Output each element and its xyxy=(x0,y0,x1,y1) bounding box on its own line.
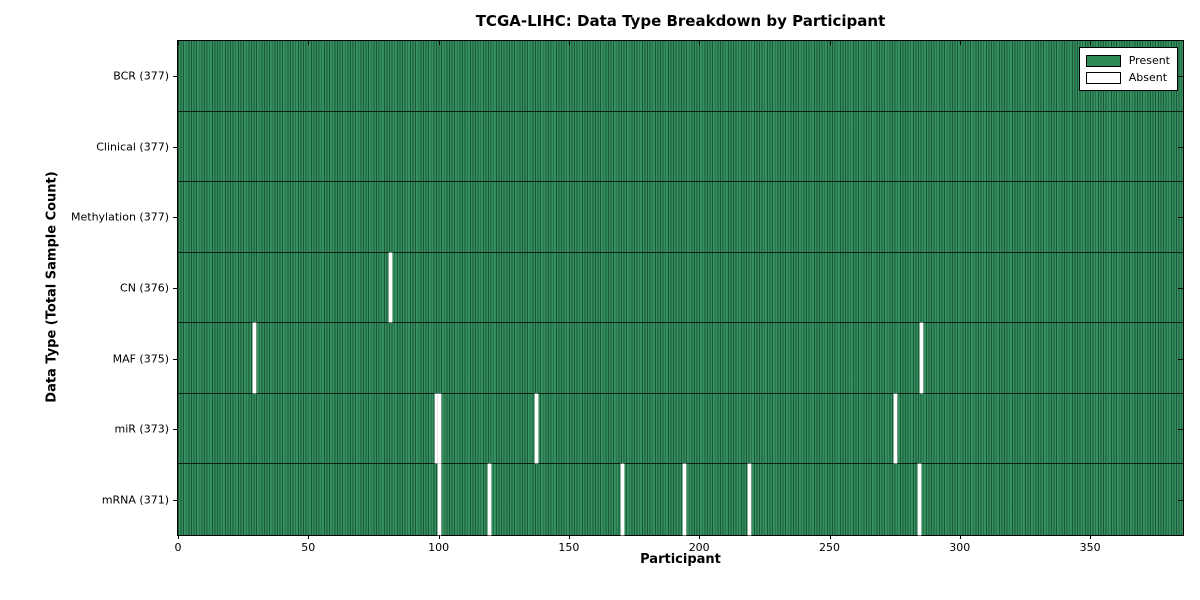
x-tick-label-250: 250 xyxy=(819,541,840,554)
absent-gap-mRNA-100 xyxy=(438,464,442,535)
x-tick-label-350: 350 xyxy=(1079,541,1101,554)
x-tick-top xyxy=(438,41,440,45)
y-tick-left xyxy=(173,146,178,148)
legend-present-label: Present xyxy=(1128,54,1170,67)
y-tick-label-CN: CN (376) xyxy=(120,281,169,295)
y-tick-left xyxy=(173,76,178,78)
x-tick-label-150: 150 xyxy=(558,541,580,554)
plot-area: Present Absent BCR (377) Clinical (377) Me… xyxy=(71,40,1184,554)
x-tick-bottom xyxy=(959,535,961,539)
absent-gap-mRNA-119 xyxy=(487,464,491,535)
absent-gap-miR-99 xyxy=(435,393,439,464)
x-tick-bottom xyxy=(699,535,701,539)
row-CN xyxy=(178,252,1183,324)
legend-absent-swatch xyxy=(1085,71,1121,84)
x-tick-bottom xyxy=(568,535,570,539)
x-tick-top xyxy=(1090,41,1092,45)
x-tick-top xyxy=(568,41,570,45)
row-BCR xyxy=(178,41,1183,112)
row-mRNA xyxy=(178,464,1183,535)
absent-gap-miR-100 xyxy=(438,393,442,464)
legend-entry-absent: Absent xyxy=(1085,69,1170,86)
absent-gap-miR-275 xyxy=(894,393,898,464)
x-tick-bottom xyxy=(829,535,831,539)
y-tick-label-mRNA: mRNA (371) xyxy=(101,493,169,507)
absent-gap-CN-81 xyxy=(388,252,392,323)
y-tick-right xyxy=(1178,429,1183,431)
x-tick-top xyxy=(829,41,831,45)
y-tick-left xyxy=(173,429,178,431)
row-miR xyxy=(178,393,1183,465)
x-tick-bottom xyxy=(308,535,310,539)
absent-gap-mRNA-170 xyxy=(620,464,624,535)
y-tick-right xyxy=(1178,146,1183,148)
x-tick-top xyxy=(178,41,179,45)
absent-gap-miR-137 xyxy=(534,393,538,464)
row-Clinical xyxy=(178,112,1183,183)
y-tick-label-miR: miR (373) xyxy=(114,422,170,436)
x-tick-bottom xyxy=(178,535,179,539)
legend-present-swatch xyxy=(1085,54,1121,67)
y-tick-left xyxy=(173,499,178,501)
y-axis-label: Data Type (Total Sample Count) xyxy=(44,171,60,403)
y-tick-right xyxy=(1178,76,1183,78)
row-Methylation xyxy=(178,182,1183,253)
absent-gap-MAF-285 xyxy=(920,323,924,393)
y-tick-right xyxy=(1178,288,1183,289)
chart-title: TCGA-LIHC: Data Type Breakdown by Partic… xyxy=(475,12,886,30)
y-tick-label-Methylation: Methylation (377) xyxy=(71,210,169,224)
x-tick-label-300: 300 xyxy=(949,541,971,554)
y-tick-right xyxy=(1178,217,1183,219)
x-tick-label-100: 100 xyxy=(428,541,450,554)
y-tick-left xyxy=(173,217,178,219)
y-tick-left xyxy=(173,358,178,360)
absent-gap-mRNA-194 xyxy=(683,464,687,535)
legend: Present Absent xyxy=(1078,47,1178,91)
y-tick-right xyxy=(1178,358,1183,360)
row-MAF xyxy=(178,323,1183,394)
x-tick-top xyxy=(699,41,701,45)
x-tick-label-50: 50 xyxy=(301,541,316,554)
x-tick-bottom xyxy=(1090,535,1092,539)
x-tick-top xyxy=(308,41,310,45)
y-tick-label-MAF: MAF (375) xyxy=(112,352,169,366)
absent-gap-MAF-29 xyxy=(253,323,257,393)
y-tick-left xyxy=(173,288,178,289)
absent-gap-mRNA-219 xyxy=(748,464,752,535)
x-tick-bottom xyxy=(438,535,440,539)
x-tick-label-200: 200 xyxy=(688,541,710,554)
absent-gap-mRNA-284 xyxy=(917,464,921,535)
x-tick-top xyxy=(959,41,961,45)
x-axis-label: Participant xyxy=(640,552,721,567)
y-tick-label-Clinical: Clinical (377) xyxy=(96,140,169,154)
legend-entry-present: Present xyxy=(1085,52,1170,69)
y-tick-right xyxy=(1178,499,1183,501)
y-tick-label-BCR: BCR (377) xyxy=(113,69,169,83)
legend-absent-label: Absent xyxy=(1128,71,1168,84)
x-tick-label-0: 0 xyxy=(174,541,182,554)
